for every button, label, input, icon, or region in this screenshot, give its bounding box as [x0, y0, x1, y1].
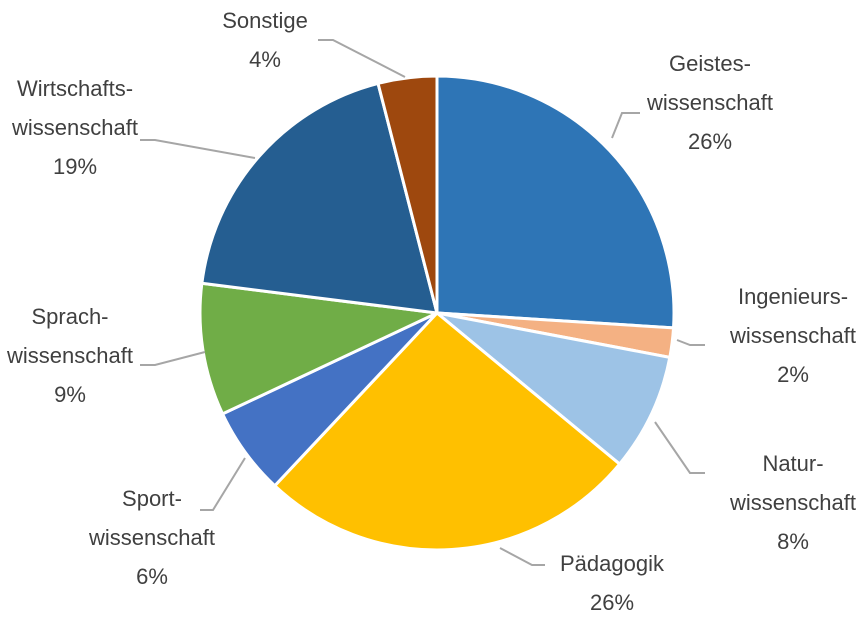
pie-slice — [376, 74, 439, 314]
leader-line — [611, 112, 640, 139]
label-line: Natur- — [762, 451, 823, 476]
label-line: Pädagogik — [560, 551, 665, 576]
label-line: Wirtschafts- — [17, 76, 133, 101]
category-label: Pädagogik — [560, 551, 665, 576]
leader-line — [140, 139, 256, 159]
value-label: 2% — [777, 362, 809, 387]
value-label: 9% — [54, 382, 86, 407]
value-label: 6% — [136, 564, 168, 589]
category-label: Natur-wissenschaft — [729, 451, 856, 515]
value-label: 26% — [688, 129, 732, 154]
leader-line — [676, 339, 705, 346]
label-line: wissenschaft — [6, 343, 133, 368]
label-line: Sport- — [122, 486, 182, 511]
category-label: Geistes-wissenschaft — [646, 51, 773, 115]
pie-slice — [272, 310, 622, 552]
leader-line — [140, 351, 206, 366]
leader-line — [499, 547, 545, 566]
label-line: Ingenieurs- — [738, 284, 848, 309]
category-label: Sonstige — [222, 8, 308, 33]
label-line: Sprach- — [31, 304, 108, 329]
value-label: 8% — [777, 529, 809, 554]
label-line: wissenschaft — [729, 323, 856, 348]
value-label: 19% — [53, 154, 97, 179]
pie-slice — [436, 311, 672, 467]
label-line: wissenschaft — [729, 490, 856, 515]
leader-line — [318, 39, 406, 78]
value-label: 4% — [249, 47, 281, 72]
label-line: wissenschaft — [11, 115, 138, 140]
pie-slice — [198, 281, 443, 416]
leader-line — [200, 457, 246, 511]
pie-slice — [200, 81, 440, 315]
category-label: Sport-wissenschaft — [88, 486, 215, 550]
label-line: Sonstige — [222, 8, 308, 33]
category-label: Ingenieurs-wissenschaft — [729, 284, 856, 348]
category-label: Wirtschafts-wissenschaft — [11, 76, 138, 140]
label-line: wissenschaft — [88, 525, 215, 550]
value-label: 26% — [590, 590, 634, 615]
pie-slice — [435, 74, 676, 330]
leader-line — [654, 421, 705, 474]
label-line: wissenschaft — [646, 90, 773, 115]
category-label: Sprach-wissenschaft — [6, 304, 133, 368]
label-line: Geistes- — [669, 51, 751, 76]
